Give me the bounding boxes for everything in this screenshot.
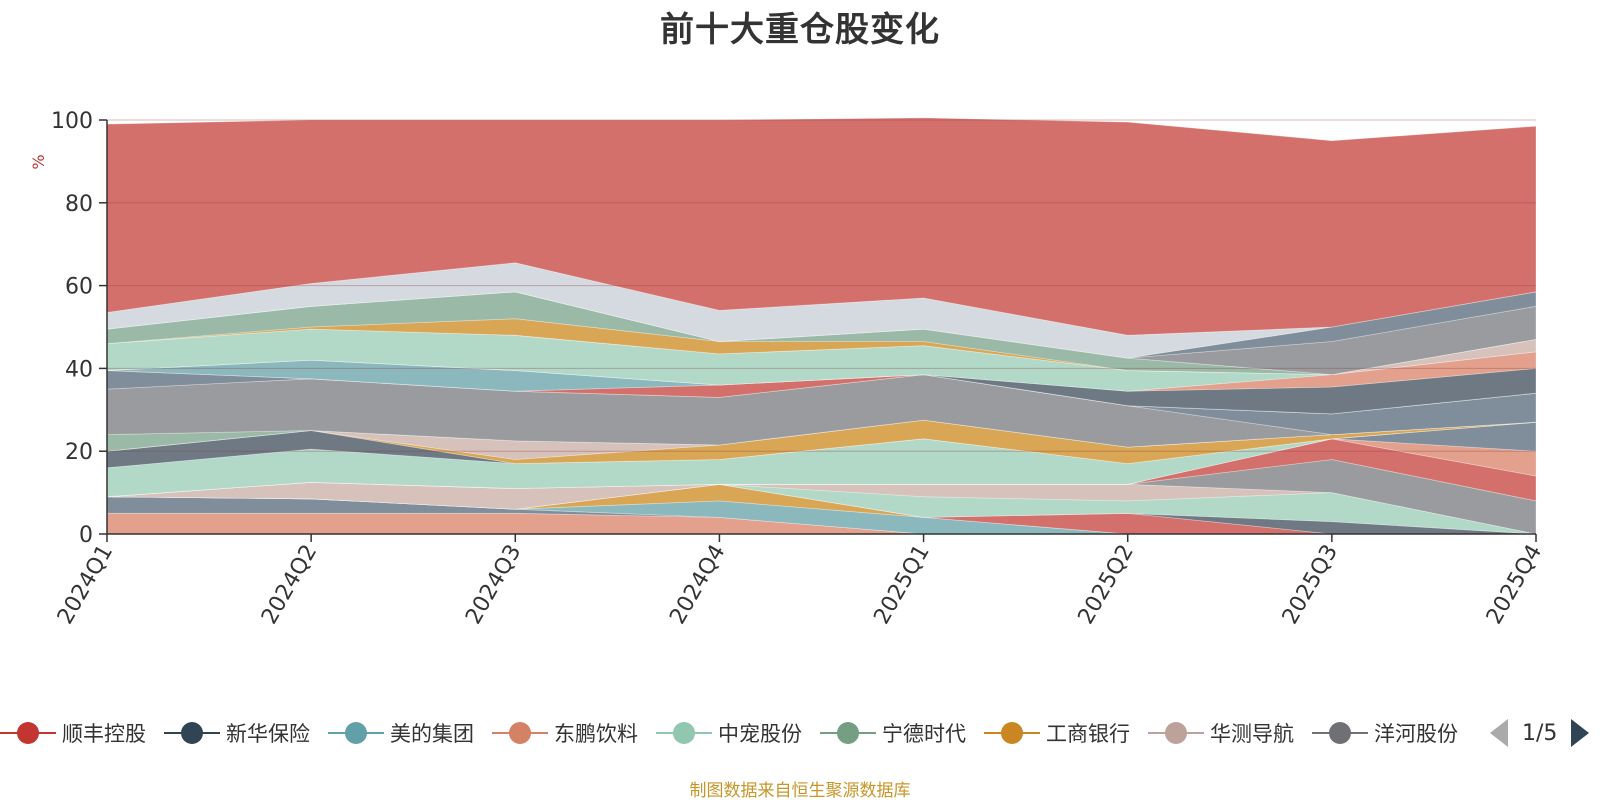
x-tick-label-6: 2025Q3	[1278, 541, 1343, 629]
legend: 顺丰控股 新华保险 美的集团 东鹏饮料 中宠股份 宁德时代 工商银行 华测导航 洋河股份 1/5	[0, 713, 1600, 753]
legend-label: 洋河股份	[1374, 722, 1458, 746]
area-series-27[interactable]	[106, 291, 1537, 376]
area-series-23[interactable]	[106, 328, 1537, 392]
x-tick-label-3: 2024Q4	[665, 541, 730, 629]
data-source-note: 制图数据来自恒生聚源数据库	[689, 781, 911, 800]
legend-pager: 1/5	[1490, 713, 1590, 753]
legend-marker-icon	[1312, 721, 1368, 745]
area-series-24[interactable]	[106, 328, 1537, 376]
legend-label: 东鹏饮料	[554, 722, 638, 746]
area-series-22[interactable]	[106, 351, 1537, 392]
area-chart: 0 20 40 60 80 100% 2024Q1 2024Q2 2024Q3 2024Q4 202…	[29, 109, 1547, 629]
y-tick-label-2: 40	[65, 357, 93, 382]
legend-item-5[interactable]: 宁德时代	[820, 713, 966, 753]
legend-marker-icon	[492, 721, 548, 745]
legend-marker-icon	[820, 721, 876, 745]
legend-marker-icon	[0, 721, 56, 745]
y-tick-label-5: 100	[51, 109, 93, 134]
chart-title: 前十大重仓股变化	[660, 10, 940, 50]
legend-marker-icon	[656, 721, 712, 745]
legend-item-7[interactable]: 华测导航	[1148, 713, 1294, 753]
legend-label: 宁德时代	[882, 722, 966, 746]
legend-label: 华测导航	[1210, 722, 1294, 746]
legend-item-3[interactable]: 东鹏饮料	[492, 713, 638, 753]
legend-marker-icon	[164, 721, 220, 745]
legend-label: 工商银行	[1046, 722, 1130, 746]
x-tick-label-2: 2024Q3	[461, 541, 526, 629]
legend-item-2[interactable]: 美的集团	[328, 713, 474, 753]
legend-label: 美的集团	[390, 722, 474, 746]
x-tick-label-4: 2025Q1	[869, 541, 934, 629]
legend-item-6[interactable]: 工商银行	[984, 713, 1130, 753]
legend-label: 中宠股份	[718, 722, 802, 746]
legend-item-4[interactable]: 中宠股份	[656, 713, 802, 753]
area-series-21[interactable]	[106, 359, 1537, 415]
x-tick-label-7: 2025Q4	[1482, 541, 1547, 629]
legend-item-8[interactable]: 洋河股份	[1312, 713, 1458, 753]
x-tick-label-0: 2024Q1	[53, 541, 118, 629]
x-tick-label-5: 2025Q2	[1074, 541, 1139, 629]
legend-marker-icon	[1148, 721, 1204, 745]
legend-marker-icon	[984, 721, 1040, 745]
areas-layer	[106, 117, 1537, 535]
area-series-28[interactable]	[106, 291, 1537, 359]
legend-label: 新华保险	[226, 722, 310, 746]
area-series-18[interactable]	[106, 370, 1537, 436]
y-tick-label-0: 0	[79, 523, 93, 548]
y-tick-label-4: 80	[65, 192, 93, 217]
area-series-30[interactable]	[106, 117, 1537, 336]
legend-next-page-icon[interactable]	[1571, 719, 1590, 747]
legend-label: 顺丰控股	[62, 722, 146, 746]
legend-item-0[interactable]: 顺丰控股	[0, 713, 146, 753]
legend-item-1[interactable]: 新华保险	[164, 713, 310, 753]
y-axis-label: %	[29, 154, 48, 169]
legend-marker-icon	[328, 721, 384, 745]
y-tick-label-3: 60	[65, 275, 93, 300]
legend-viewport: 顺丰控股 新华保险 美的集团 东鹏饮料 中宠股份 宁德时代 工商银行 华测导航 洋河股份	[0, 713, 1478, 753]
y-tick-label-1: 20	[65, 440, 93, 465]
x-tick-label-1: 2024Q2	[257, 541, 322, 629]
legend-page-indicator: 1/5	[1522, 720, 1558, 746]
legend-prev-page-icon[interactable]	[1490, 719, 1508, 747]
grid-layer	[107, 119, 1536, 452]
